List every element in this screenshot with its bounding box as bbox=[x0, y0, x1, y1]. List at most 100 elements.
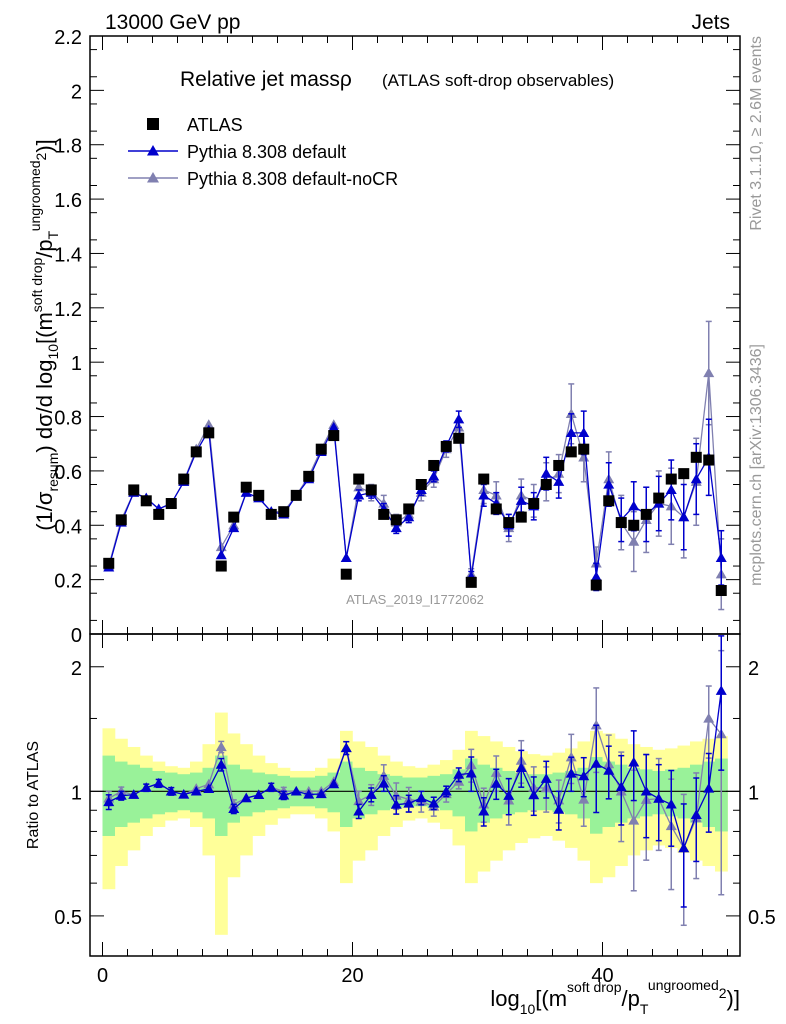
data-point bbox=[603, 495, 615, 507]
ratio-point bbox=[390, 799, 402, 809]
ratio-point bbox=[628, 756, 640, 767]
legend-label: Pythia 8.308 default bbox=[187, 142, 346, 162]
data-point bbox=[328, 430, 340, 442]
ratio-band-inner bbox=[202, 767, 216, 819]
ratio-point bbox=[578, 770, 590, 781]
main-y-tick-label: 2.2 bbox=[54, 27, 82, 49]
ratio-point bbox=[290, 785, 302, 796]
data-point bbox=[128, 484, 140, 496]
ratio-point bbox=[278, 789, 290, 800]
data-point bbox=[628, 519, 640, 531]
ratio-band-inner bbox=[515, 772, 528, 813]
ratio-point bbox=[578, 793, 590, 804]
data-point bbox=[215, 549, 227, 560]
ratio-point bbox=[553, 804, 565, 814]
ratio-point bbox=[228, 803, 240, 814]
data-point bbox=[215, 560, 227, 572]
ratio-point bbox=[115, 790, 127, 800]
data-point bbox=[603, 479, 615, 489]
data-point bbox=[353, 489, 365, 500]
series-line bbox=[108, 416, 722, 578]
ratio-point bbox=[265, 781, 277, 792]
ratio-point bbox=[340, 742, 352, 753]
main-y-tick-label: 2 bbox=[71, 81, 82, 103]
data-layer bbox=[103, 320, 727, 927]
data-point bbox=[390, 514, 402, 526]
data-point bbox=[178, 473, 190, 485]
ratio-point bbox=[328, 778, 340, 789]
data-point bbox=[253, 489, 265, 501]
legend-label: Pythia 8.308 default-noCR bbox=[187, 169, 398, 189]
data-point bbox=[690, 473, 702, 484]
data-point bbox=[228, 522, 240, 533]
main-y-tick-label: 1.4 bbox=[54, 244, 82, 266]
ratio-point bbox=[203, 783, 215, 794]
chart-title: Relative jet massρ bbox=[180, 68, 352, 91]
ratio-point bbox=[353, 795, 365, 806]
ratio-point bbox=[715, 685, 727, 695]
main-y-tick-label: 1.6 bbox=[54, 190, 82, 212]
ratio-point bbox=[153, 777, 165, 788]
data-point bbox=[303, 470, 315, 482]
data-point bbox=[315, 443, 327, 455]
legend-marker-atlas bbox=[147, 118, 159, 130]
x-tick-label: 20 bbox=[341, 965, 363, 987]
data-point bbox=[278, 506, 290, 518]
ratio-point bbox=[590, 758, 602, 768]
data-point bbox=[478, 473, 490, 485]
ratio-band-inner bbox=[677, 767, 691, 819]
data-point bbox=[353, 473, 365, 485]
ratio-y-axis-label: Ratio to ATLAS bbox=[25, 741, 42, 849]
data-point bbox=[478, 489, 490, 500]
data-point bbox=[353, 481, 365, 492]
data-point bbox=[528, 498, 540, 510]
ratio-point bbox=[515, 762, 527, 772]
ratio-point bbox=[215, 741, 227, 752]
ratio-point bbox=[315, 788, 327, 799]
data-point bbox=[165, 498, 177, 510]
ratio-point bbox=[690, 809, 702, 820]
data-point bbox=[540, 479, 552, 490]
ratio-point bbox=[540, 773, 552, 783]
ratio-band-inner bbox=[140, 767, 153, 819]
ratio-point bbox=[215, 759, 227, 769]
ratio-point bbox=[628, 815, 640, 825]
data-point bbox=[553, 476, 565, 486]
data-point bbox=[390, 522, 402, 533]
ratio-point bbox=[415, 792, 427, 803]
data-point bbox=[428, 470, 440, 481]
ratio-point bbox=[140, 782, 152, 792]
ratio-band-inner bbox=[240, 769, 253, 817]
legend-marker bbox=[147, 172, 159, 183]
svg-text:log10[(msoft drop/pTungroomed2: log10[(msoft drop/pTungroomed2)] bbox=[490, 977, 740, 1017]
ratio-y-tick-label: 1 bbox=[71, 782, 82, 804]
ratio-point bbox=[403, 797, 415, 808]
data-point bbox=[203, 427, 215, 439]
data-point bbox=[365, 484, 377, 496]
watermark: ATLAS_2019_I1772062 bbox=[346, 592, 484, 607]
x-tick-label: 40 bbox=[591, 965, 613, 987]
ratio-point bbox=[640, 785, 652, 796]
data-point bbox=[340, 568, 352, 580]
data-point bbox=[515, 495, 527, 505]
ratio-point bbox=[703, 712, 715, 723]
data-point bbox=[153, 508, 165, 520]
ratio-band-inner bbox=[452, 769, 466, 817]
x-axis-label: log10[(msoft drop/pTungroomed2)] bbox=[490, 977, 740, 1017]
ratio-point bbox=[240, 792, 252, 803]
data-point bbox=[578, 443, 590, 455]
data-point bbox=[678, 468, 690, 480]
ratio-point bbox=[190, 785, 202, 796]
chart-title-note: (ATLAS soft-drop observables) bbox=[382, 71, 614, 90]
data-point bbox=[340, 552, 352, 563]
data-point bbox=[715, 552, 727, 563]
data-point bbox=[590, 579, 602, 591]
data-point bbox=[403, 511, 415, 522]
data-point bbox=[240, 481, 252, 493]
data-point bbox=[503, 517, 515, 529]
ratio-band-inner bbox=[340, 761, 353, 827]
main-y-tick-label: 0.8 bbox=[54, 408, 82, 430]
main-y-tick-label: 0.2 bbox=[54, 571, 82, 593]
ratio-point bbox=[165, 785, 177, 796]
